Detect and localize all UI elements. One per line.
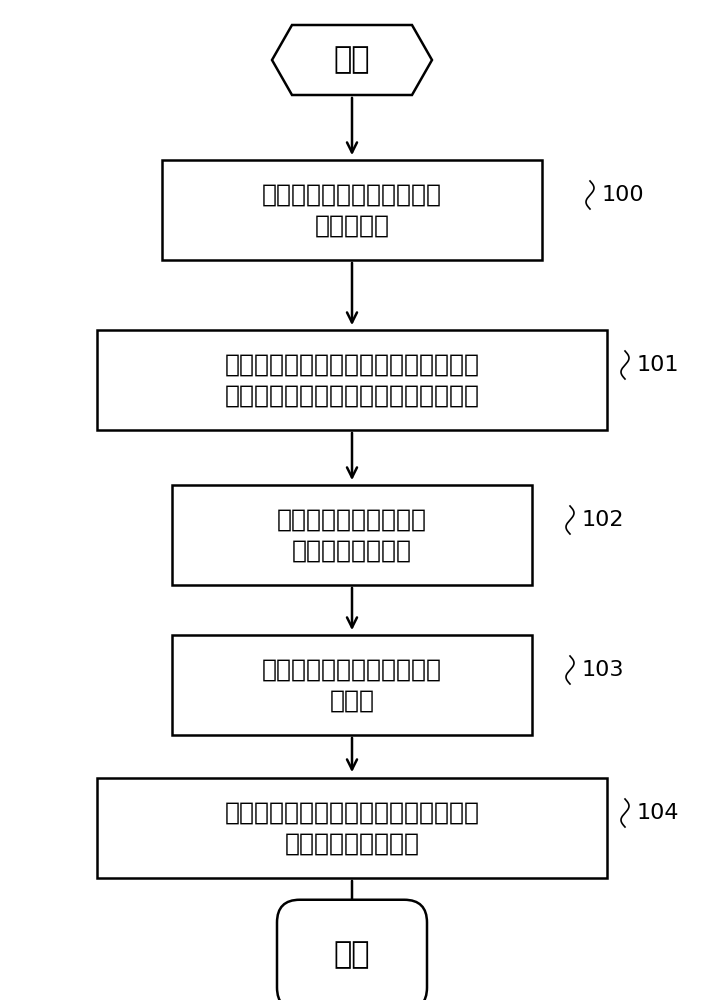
Text: 开始: 开始: [334, 45, 370, 75]
Text: 100: 100: [602, 185, 645, 205]
Text: 扫描一墙体获取所述墙体的
三维数据点: 扫描一墙体获取所述墙体的 三维数据点: [262, 182, 442, 238]
Text: 102: 102: [582, 510, 624, 530]
Text: 获取目标区域到所述零平面
的距离: 获取目标区域到所述零平面 的距离: [262, 657, 442, 713]
FancyBboxPatch shape: [277, 900, 427, 1000]
Text: 104: 104: [637, 803, 679, 823]
Bar: [172, 485, 532, 585]
Bar: [172, 635, 532, 735]
Bar: [97, 330, 607, 430]
Bar: [162, 160, 542, 260]
Text: 在一显示界面中显示在零平面中的数据
点区域所对应的影像: 在一显示界面中显示在零平面中的数据 点区域所对应的影像: [225, 800, 479, 856]
Text: 结束: 结束: [334, 940, 370, 970]
Text: 103: 103: [582, 660, 624, 680]
Text: 101: 101: [637, 355, 679, 375]
Polygon shape: [272, 25, 432, 95]
Text: 将所述三维数据点划分
为若干数据点区域: 将所述三维数据点划分 为若干数据点区域: [277, 507, 427, 563]
Bar: [97, 778, 607, 878]
Text: 通过对三维数据点主成分分析获取所述
三维数据点中的一平面区域作为零平面: 通过对三维数据点主成分分析获取所述 三维数据点中的一平面区域作为零平面: [225, 352, 479, 408]
